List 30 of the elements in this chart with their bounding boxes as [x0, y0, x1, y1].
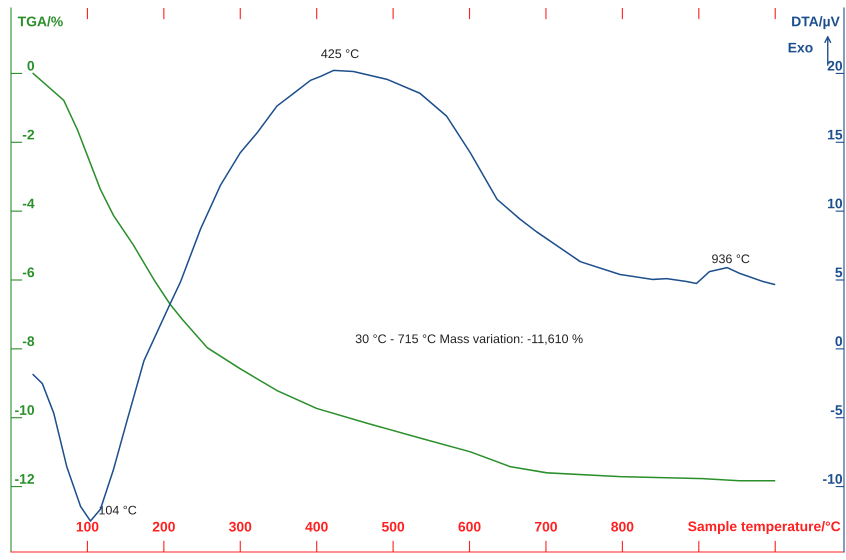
x-tick-label: 500: [382, 522, 404, 532]
y2-tick-label: 20: [828, 60, 842, 71]
y2-axis-title: DTA/µV: [792, 16, 840, 30]
y-tick-label: -2: [22, 130, 34, 140]
x-tick-label: 700: [534, 522, 557, 532]
y-tick-label: -12: [15, 474, 34, 484]
annotation: Exo: [788, 42, 813, 53]
y2-tick-label: 15: [828, 130, 842, 140]
y2-tick-label: 10: [828, 198, 842, 208]
x-axis-title: Sample temperature/°C: [688, 521, 840, 534]
y2-tick-label: 5: [835, 268, 842, 278]
y-tick-label: -6: [22, 267, 34, 278]
y-tick-label: -4: [22, 198, 35, 208]
annotation: 936 °C: [712, 254, 750, 264]
y2-tick-label: -10: [823, 474, 842, 484]
x-tick-label: 200: [152, 522, 175, 532]
y-axis-title: TGA/%: [18, 16, 63, 27]
x-tick-label: 800: [611, 522, 634, 532]
y-tick-label: -8: [22, 336, 34, 346]
x-tick-label: 400: [305, 522, 328, 532]
x-tick-label: 300: [229, 522, 252, 532]
annotation: 30 °C - 715 °C Mass variation: -11,610 %: [356, 334, 583, 345]
annotation: 104 °C: [99, 506, 136, 515]
y-tick-label: 0: [27, 60, 34, 71]
x-tick-label: 100: [76, 522, 98, 532]
y-tick-label: -10: [15, 405, 34, 415]
annotation: 425 °C: [321, 49, 359, 58]
x-tick-label: 600: [458, 522, 481, 532]
y2-tick-label: 0: [835, 336, 842, 346]
y2-tick-label: -5: [830, 405, 842, 415]
